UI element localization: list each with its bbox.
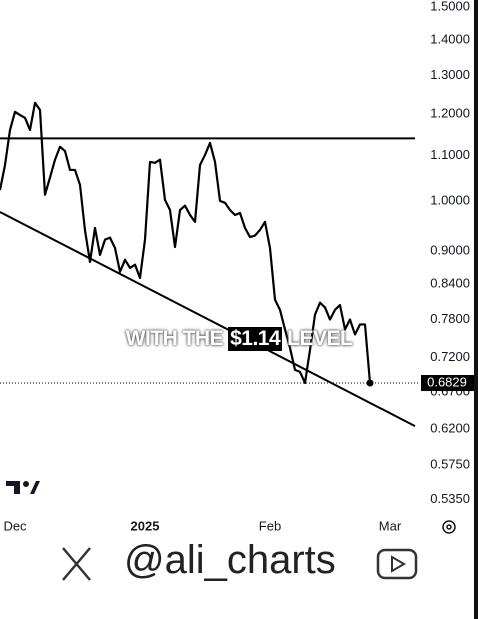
x-tick-label: Feb xyxy=(259,518,281,533)
edge-strip xyxy=(474,0,478,619)
youtube-icon xyxy=(376,548,418,580)
last-price-label: 0.6829 xyxy=(427,374,467,389)
y-tick-label: 0.7200 xyxy=(430,349,470,364)
y-tick-label: 0.5350 xyxy=(430,491,470,506)
x-tick-label: Mar xyxy=(379,518,402,533)
caption-text: WITH THE xyxy=(125,327,224,350)
y-tick-label: 0.8400 xyxy=(430,276,470,291)
trendline xyxy=(0,211,416,427)
y-tick-label: 1.5000 xyxy=(430,0,470,14)
caption-highlight: $1.14 xyxy=(228,327,283,351)
x-tick-label: Dec xyxy=(3,518,27,533)
y-tick-label: 0.5750 xyxy=(430,457,470,472)
watermark: @ali_charts xyxy=(124,538,336,582)
y-tick-label: 1.2000 xyxy=(430,105,470,120)
y-tick-label: 1.1000 xyxy=(430,147,470,162)
y-tick-label: 1.3000 xyxy=(430,67,470,82)
y-tick-label: 1.4000 xyxy=(430,32,470,47)
y-tick-label: 0.7800 xyxy=(430,311,470,326)
settings-icon[interactable] xyxy=(442,520,456,534)
y-tick-label: 0.9000 xyxy=(430,243,470,258)
tradingview-logo xyxy=(6,481,40,494)
last-point xyxy=(366,379,374,387)
last-price-box xyxy=(421,375,474,392)
price-line xyxy=(0,101,372,385)
caption-text: LEVEL xyxy=(287,327,353,350)
y-tick-label: 0.6200 xyxy=(430,421,470,436)
x-logo xyxy=(62,547,91,581)
y-tick-label: 1.0000 xyxy=(430,192,470,207)
x-tick-label: 2025 xyxy=(131,518,160,533)
caption: WITH THE $1.14 LEVEL xyxy=(0,327,478,351)
